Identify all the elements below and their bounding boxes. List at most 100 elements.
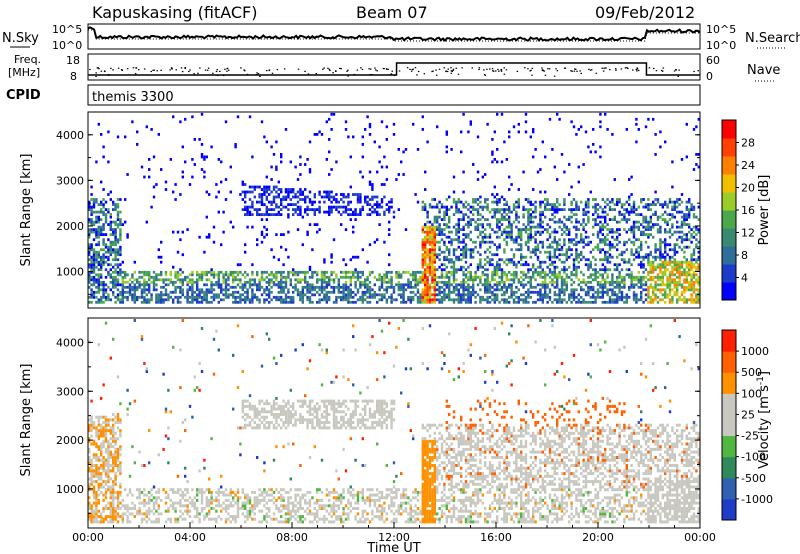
nave-dot	[240, 67, 242, 69]
power-cell	[191, 285, 194, 289]
power-cell	[109, 225, 112, 229]
power-cell	[349, 288, 352, 292]
power-cell	[167, 295, 170, 299]
power-cell	[546, 293, 549, 297]
power-cell	[270, 145, 273, 149]
power-cell	[508, 285, 511, 289]
power-cell	[630, 230, 633, 234]
power-cell	[692, 275, 696, 279]
velocity-cell	[112, 509, 115, 513]
power-cell	[272, 283, 276, 287]
velocity-cell	[104, 482, 108, 486]
power-cell	[491, 215, 494, 219]
power-cell	[685, 155, 688, 159]
power-cell	[359, 280, 362, 284]
power-cell	[452, 263, 456, 267]
power-cell	[349, 283, 352, 287]
power-cell	[121, 278, 124, 282]
power-cell	[114, 208, 117, 212]
power-cell	[486, 235, 489, 239]
power-cell	[601, 285, 604, 289]
power-cell	[678, 268, 681, 272]
power-cell	[448, 295, 451, 299]
power-cell	[671, 200, 674, 204]
power-cell	[246, 210, 249, 214]
power-cell	[109, 268, 112, 272]
power-cell	[541, 285, 544, 289]
power-cell	[356, 275, 360, 279]
cpid-value: themis 3300	[92, 90, 174, 105]
power-cell	[359, 195, 362, 199]
power-cell	[100, 263, 103, 267]
power-cell	[121, 260, 124, 264]
power-cell	[335, 160, 338, 164]
power-cell	[157, 133, 160, 136]
power-cell	[342, 200, 345, 204]
power-cell	[328, 295, 331, 299]
power-cell	[433, 240, 436, 244]
power-cell	[457, 290, 460, 294]
power-cell	[460, 253, 463, 257]
power-cell	[556, 112, 559, 116]
power-cell	[92, 265, 96, 269]
power-cell	[512, 273, 516, 277]
power-cell	[414, 273, 417, 277]
power-cell	[599, 258, 602, 262]
power-cell	[632, 243, 636, 247]
power-cell	[522, 170, 525, 174]
power-cell	[611, 280, 614, 284]
power-cell	[587, 203, 590, 207]
power-cell	[443, 283, 446, 287]
power-cell	[354, 218, 357, 222]
power-cell	[594, 298, 597, 302]
power-cell	[152, 288, 156, 292]
power-cell	[426, 278, 429, 282]
velocity-cell	[104, 464, 108, 467]
power-cell	[114, 295, 117, 299]
power-cell	[649, 220, 652, 224]
power-cell	[140, 293, 144, 297]
power-cell	[488, 288, 492, 292]
velocity-cell	[100, 485, 103, 489]
power-cell	[493, 278, 496, 282]
power-cell	[505, 263, 508, 267]
power-cell	[476, 213, 480, 217]
power-cell	[296, 195, 300, 199]
power-cell	[496, 230, 499, 234]
power-cell	[512, 253, 516, 257]
power-cell	[510, 210, 513, 214]
power-cell	[397, 273, 400, 277]
nave-dot	[414, 67, 417, 69]
power-cell	[421, 275, 424, 279]
power-cell	[102, 223, 105, 227]
velocity-cell	[109, 485, 112, 489]
power-cell	[575, 255, 578, 259]
power-cell	[666, 283, 669, 287]
power-cell	[296, 293, 300, 297]
power-cell	[433, 205, 436, 209]
power-cell	[642, 283, 645, 287]
power-cell	[505, 233, 508, 237]
power-cell	[462, 240, 465, 244]
power-cell	[376, 213, 379, 217]
power-cell	[349, 258, 352, 262]
power-cell	[476, 208, 480, 212]
power-cell	[467, 300, 470, 304]
power-cell	[270, 278, 273, 282]
power-cell	[152, 283, 156, 287]
power-cell	[424, 280, 427, 284]
power-cell	[455, 223, 458, 227]
power-cell	[496, 210, 499, 214]
power-cell	[498, 280, 501, 284]
power-cell	[690, 298, 693, 302]
power-cell	[337, 288, 340, 292]
nave-dot	[556, 70, 559, 72]
velocity-cell	[95, 517, 98, 521]
power-cell	[90, 258, 93, 262]
power-cell	[97, 280, 100, 284]
power-cell	[683, 285, 686, 289]
nave-dot	[189, 69, 191, 71]
power-cell	[515, 225, 518, 229]
power-cell	[498, 243, 501, 247]
power-cell	[196, 283, 199, 287]
